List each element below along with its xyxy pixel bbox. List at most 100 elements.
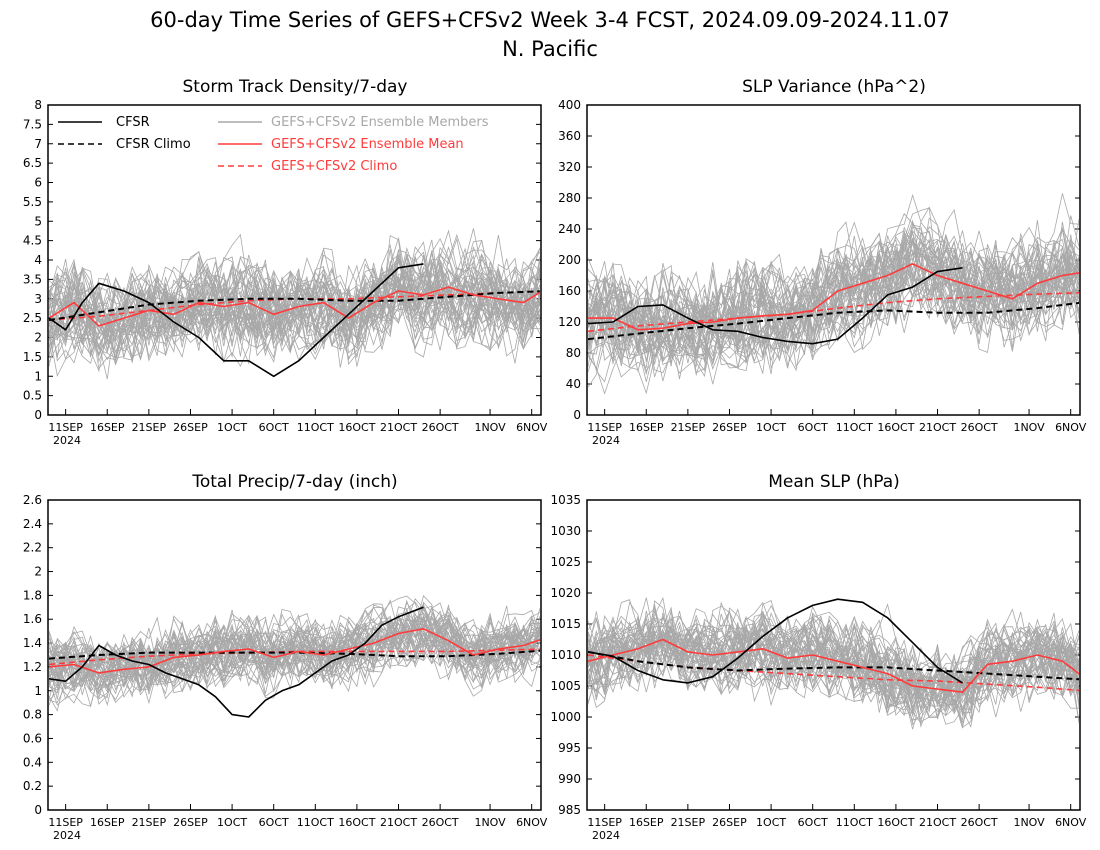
x-tick-label: 11SEP <box>587 816 622 829</box>
y-tick-label: 8 <box>34 98 42 112</box>
y-tick-label: 1020 <box>550 586 581 600</box>
x-year-label: 2024 <box>53 434 81 447</box>
x-tick-label: 6NOV <box>516 421 548 434</box>
panel-total-precip: Total Precip/7-day (inch) <box>47 472 542 811</box>
ensemble-member-line <box>588 221 1079 383</box>
legend-label-members: GEFS+CFSv2 Ensemble Members <box>271 115 489 130</box>
cfsr-line <box>588 267 963 345</box>
cfsr-line <box>49 606 424 718</box>
y-tick-label: 2.5 <box>23 311 42 325</box>
x-tick-label: 26SEP <box>173 421 208 434</box>
plot-area-1: 0 40 80 120 160 200 240 280 320 360 400 11SEP 16SEP 2… <box>558 98 1087 447</box>
figure-subtitle: N. Pacific <box>502 37 598 61</box>
y-tick-label: 0 <box>34 408 42 422</box>
series-group <box>588 193 1079 395</box>
x-tick-label: 6NOV <box>1055 816 1087 829</box>
y-tick-label: 40 <box>566 377 581 391</box>
y-tick-label: 0.6 <box>23 731 42 745</box>
x-tick-label: 1OCT <box>756 421 786 434</box>
x-tick-label: 1NOV <box>1013 816 1045 829</box>
x-tick-label: 26OCT <box>961 421 998 434</box>
y-tick-label: 5.5 <box>23 195 42 209</box>
y-tick-label: 6 <box>34 176 42 190</box>
x-tick-label: 1NOV <box>474 816 506 829</box>
ensemble-member-line <box>588 617 1079 707</box>
x-tick-label: 6OCT <box>798 816 828 829</box>
panel-title: Storm Track Density/7-day <box>183 77 408 97</box>
ensemble-member-line <box>588 193 1079 362</box>
ensemble-member-line <box>588 231 1079 347</box>
y-tick-label: 2 <box>34 565 42 579</box>
cfsr-climo-line <box>588 301 1079 341</box>
x-tick-label: 1NOV <box>1013 421 1045 434</box>
y-tick-label: 995 <box>558 741 581 755</box>
ensemble-member-line <box>588 239 1079 378</box>
y-tick-label: 1.5 <box>23 350 42 364</box>
y-tick-label: 4 <box>34 253 42 267</box>
ensemble-member-line <box>588 625 1079 710</box>
y-tick-label: 280 <box>558 191 581 205</box>
cfsr-line <box>588 598 963 684</box>
gefs-climo-line <box>588 292 1079 333</box>
x-tick-label: 26OCT <box>422 421 459 434</box>
ensemble-member-line <box>49 615 540 707</box>
y-tick-label: 1000 <box>550 710 581 724</box>
y-tick-label: 120 <box>558 315 581 329</box>
x-tick-label: 26OCT <box>961 816 998 829</box>
ensemble-member-line <box>49 608 540 701</box>
x-tick-label: 11SEP <box>48 421 83 434</box>
legend-label-cfsr: CFSR <box>116 115 150 130</box>
x-year-label: 2024 <box>53 829 81 842</box>
y-tick-label: 360 <box>558 129 581 143</box>
ensemble-member-line <box>49 255 540 362</box>
panel-slp-variance: SLP Variance (hPa^2) <box>586 77 1081 416</box>
panel-title: Total Precip/7-day (inch) <box>191 472 397 492</box>
y-tick-label: 4.5 <box>23 234 42 248</box>
y-tick-label: 2.6 <box>23 493 42 507</box>
ensemble-member-line <box>588 236 1079 358</box>
y-tick-label: 400 <box>558 98 581 112</box>
y-tick-label: 2.2 <box>23 541 42 555</box>
x-tick-label: 11OCT <box>297 421 334 434</box>
x-tick-label: 6OCT <box>259 421 289 434</box>
plot-area-2: 0 0.2 0.4 0.6 0.8 1 1.2 1.4 1.6 1.8 2 2.2 2.4 2.6 11SE… <box>23 493 548 842</box>
y-tick-label: 1035 <box>550 493 581 507</box>
ensemble-member-line <box>49 266 540 370</box>
y-tick-label: 6.5 <box>23 156 42 170</box>
y-tick-label: 7 <box>34 137 42 151</box>
x-tick-label: 16OCT <box>338 421 375 434</box>
y-tick-label: 0.8 <box>23 708 42 722</box>
y-tick-label: 1030 <box>550 524 581 538</box>
ensemble-member-line <box>49 233 540 357</box>
ensemble-member-line <box>588 232 1079 364</box>
plot-area-3: 985 990 995 1000 1005 1010 1015 1020 1025 1030 103… <box>550 493 1087 842</box>
x-tick-label: 16OCT <box>877 816 914 829</box>
x-tick-label: 1NOV <box>474 421 506 434</box>
ensemble-member-line <box>49 262 540 364</box>
x-tick-label: 6OCT <box>798 421 828 434</box>
ensemble-mean-line <box>588 638 1079 694</box>
y-tick-label: 0 <box>34 803 42 817</box>
x-tick-label: 6NOV <box>516 816 548 829</box>
ensemble-member-line <box>49 247 540 361</box>
ensemble-member-line <box>588 221 1079 382</box>
x-tick-label: 11OCT <box>836 421 873 434</box>
ensemble-member-line <box>49 229 540 364</box>
y-tick-label: 2 <box>34 331 42 345</box>
ensemble-mean-line <box>49 627 540 674</box>
y-tick-label: 985 <box>558 803 581 817</box>
cfsr-climo-line <box>49 290 540 322</box>
y-tick-label: 1.6 <box>23 612 42 626</box>
figure-title: 60-day Time Series of GEFS+CFSv2 Week 3-… <box>150 8 950 32</box>
ensemble-member-line <box>588 240 1079 372</box>
x-tick-label: 26SEP <box>173 816 208 829</box>
x-tick-label: 1OCT <box>217 816 247 829</box>
x-tick-label: 21OCT <box>919 421 956 434</box>
y-tick-label: 0.2 <box>23 779 42 793</box>
y-tick-label: 1010 <box>550 648 581 662</box>
plot-area-0: 0 0.5 1 1.5 2 2.5 3 3.5 4 4.5 5 5.5 6 6.5 7 7.5 8 11SEP 16… <box>23 98 548 447</box>
y-tick-label: 240 <box>558 222 581 236</box>
x-tick-label: 16SEP <box>90 421 125 434</box>
x-tick-label: 21OCT <box>919 816 956 829</box>
y-tick-label: 1 <box>34 369 42 383</box>
